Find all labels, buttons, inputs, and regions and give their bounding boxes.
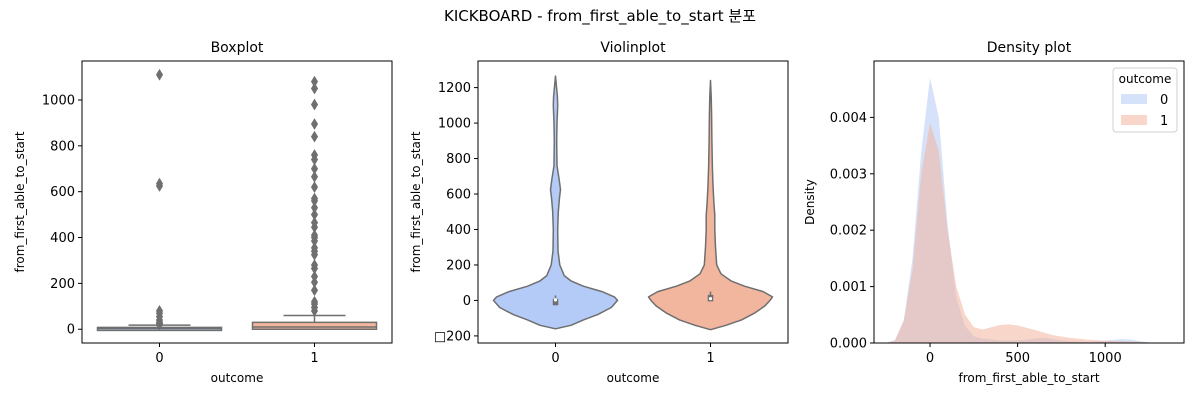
outlier-point xyxy=(155,177,164,190)
density-area-1 xyxy=(886,123,1158,343)
y-tick-label: 0.000 xyxy=(830,337,867,352)
outlier-point xyxy=(310,82,319,95)
y-tick-label: 1000 xyxy=(438,117,471,132)
x-tick-label: 500 xyxy=(1005,351,1030,366)
outlier-point xyxy=(310,208,319,221)
legend: outcome 0 1 xyxy=(1112,67,1178,133)
outlier-point xyxy=(310,241,319,254)
y-tick-label: 1200 xyxy=(438,81,471,96)
panel-title: Boxplot xyxy=(211,40,264,56)
x-tick-label: 1000 xyxy=(1089,351,1122,366)
panel-title: Violinplot xyxy=(600,40,666,56)
outlier-point xyxy=(310,170,319,183)
outlier-point xyxy=(310,149,319,161)
box-1 xyxy=(251,75,378,330)
outlier-point xyxy=(310,130,319,143)
y-tick-label: 200 xyxy=(50,277,75,292)
x-tick-label: 0 xyxy=(926,351,934,366)
x-axis-label: outcome xyxy=(607,371,660,385)
box-0 xyxy=(96,68,223,332)
box-body xyxy=(251,321,378,330)
violin-body xyxy=(647,79,774,331)
y-tick-label: 0.003 xyxy=(830,167,867,182)
figure-suptitle: KICKBOARD - from_first_able_to_start 분포 xyxy=(444,7,756,26)
axes-frame xyxy=(477,60,789,344)
y-tick-label: 200 xyxy=(446,258,471,273)
axes-frame xyxy=(873,60,1185,344)
legend-swatch-0 xyxy=(1121,94,1147,104)
legend-swatch-1 xyxy=(1121,115,1147,125)
outlier-point xyxy=(310,259,319,272)
outlier-point xyxy=(310,181,319,194)
panel-title: Density plot xyxy=(987,40,1072,56)
x-axis-label: outcome xyxy=(211,371,264,385)
y-tick-label: 0 xyxy=(67,323,75,338)
outlier-point xyxy=(310,270,319,283)
legend-title: outcome xyxy=(1119,72,1172,86)
y-tick-label: 800 xyxy=(446,152,471,167)
outlier-point xyxy=(310,192,319,205)
x-tick-label: 1 xyxy=(310,351,318,366)
violinplot-panel: Violinplot outcome from_first_able_to_star… xyxy=(409,40,789,385)
y-tick-label: 0 xyxy=(463,294,471,309)
y-tick-label: □200 xyxy=(434,329,471,344)
x-tick-label: 0 xyxy=(551,351,559,366)
outlier-point xyxy=(310,295,319,308)
violin-0 xyxy=(492,75,619,330)
axes-frame xyxy=(81,60,393,344)
median-dot xyxy=(708,297,713,301)
boxplot-panel: Boxplot outcome from_first_able_to_start 0 2… xyxy=(13,40,393,385)
legend-label-0: 0 xyxy=(1160,93,1168,108)
outlier-point xyxy=(155,304,164,317)
outlier-point xyxy=(155,68,164,81)
density-panel: Density plot from_first_able_to_start Dens… xyxy=(803,40,1185,385)
outlier-point xyxy=(310,98,319,111)
y-tick-label: 1000 xyxy=(42,93,75,108)
y-tick-label: 0.002 xyxy=(830,224,867,239)
outlier-point xyxy=(310,201,319,214)
y-tick-label: 0.004 xyxy=(830,111,867,126)
outlier-point xyxy=(310,162,319,175)
outlier-point xyxy=(310,229,319,242)
y-tick-label: 400 xyxy=(50,231,75,246)
y-axis-label: Density xyxy=(803,179,817,225)
y-axis-label: from_first_able_to_start xyxy=(13,131,27,272)
x-tick-label: 0 xyxy=(155,351,163,366)
y-tick-label: 0.001 xyxy=(830,280,867,295)
median-dot xyxy=(553,298,558,302)
y-tick-label: 400 xyxy=(446,223,471,238)
y-tick-label: 800 xyxy=(50,139,75,154)
legend-label-1: 1 xyxy=(1160,114,1168,129)
y-tick-label: 600 xyxy=(446,188,471,203)
violin-1 xyxy=(647,79,774,331)
x-axis-label: from_first_able_to_start xyxy=(958,371,1099,385)
panels: Boxplot outcome from_first_able_to_start 0 2… xyxy=(13,40,1185,385)
outlier-point xyxy=(310,216,319,229)
x-tick-label: 1 xyxy=(706,351,714,366)
outlier-point xyxy=(310,284,319,297)
y-axis-label: from_first_able_to_start xyxy=(409,131,423,272)
outlier-point xyxy=(310,118,319,131)
outlier-point xyxy=(310,75,319,88)
y-tick-label: 600 xyxy=(50,185,75,200)
violin-body xyxy=(492,75,619,330)
